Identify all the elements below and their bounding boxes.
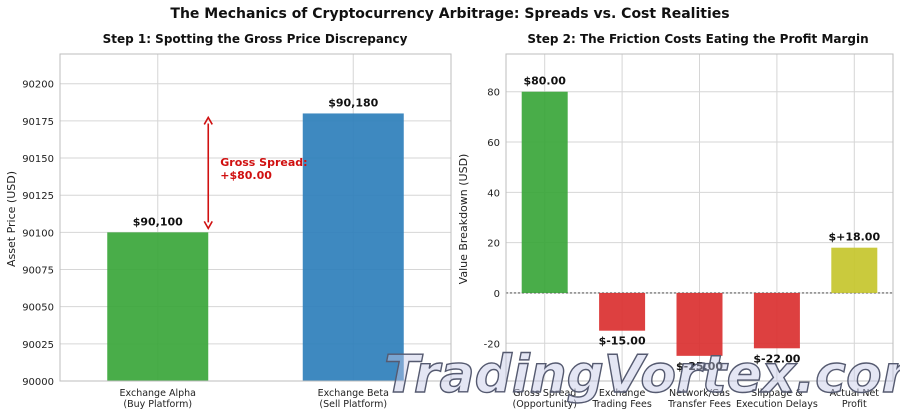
y-tick-label: -20 bbox=[484, 339, 500, 350]
data-label: $90,180 bbox=[328, 96, 378, 109]
y-tick-label: 80 bbox=[487, 88, 500, 99]
chart-2-ylabel: Value Breakdown (USD) bbox=[457, 154, 470, 285]
y-tick-label: 90000 bbox=[22, 377, 54, 388]
y-tick-label: 90100 bbox=[22, 228, 54, 239]
y-tick-label: 0 bbox=[494, 289, 500, 300]
y-tick-label: 90150 bbox=[22, 154, 54, 165]
x-tick-label: Network/Gas Transfer Fees bbox=[667, 388, 731, 410]
bar bbox=[302, 113, 404, 382]
chart-2-title: Step 2: The Friction Costs Eating the Pr… bbox=[527, 32, 868, 46]
y-tick-label: 90075 bbox=[22, 266, 54, 277]
data-label: $+18.00 bbox=[828, 231, 880, 244]
y-tick-label: 60 bbox=[487, 138, 500, 149]
x-tick-label: Gross Spread (Opportunity) bbox=[512, 388, 576, 410]
chart-2-friction-costs: Step 2: The Friction Costs Eating the Pr… bbox=[457, 32, 894, 410]
x-tick-label: Exchange Trading Fees bbox=[591, 388, 652, 410]
x-tick-label: Exchange Alpha (Buy Platform) bbox=[120, 388, 196, 410]
axes-frame bbox=[59, 53, 452, 382]
axes-frame bbox=[505, 53, 894, 382]
bar bbox=[676, 292, 723, 356]
y-tick-label: 90125 bbox=[22, 191, 54, 202]
bar bbox=[107, 232, 209, 381]
data-label: $-15.00 bbox=[599, 335, 646, 348]
figure-title: The Mechanics of Cryptocurrency Arbitrag… bbox=[170, 6, 729, 22]
y-tick-label: 90025 bbox=[22, 340, 54, 351]
y-tick-label: 20 bbox=[487, 239, 500, 250]
spread-annotation: Gross Spread: +$80.00 bbox=[220, 156, 307, 182]
data-label: $80.00 bbox=[523, 75, 566, 88]
data-label: $90,100 bbox=[133, 215, 183, 228]
data-label: $-22.00 bbox=[753, 352, 800, 365]
spread-arrow-head-up bbox=[203, 115, 213, 125]
y-tick-label: 90175 bbox=[22, 117, 54, 128]
chart-1-title: Step 1: Spotting the Gross Price Discrep… bbox=[103, 32, 408, 46]
data-label: $-25.00 bbox=[676, 360, 723, 373]
y-tick-label: 90200 bbox=[22, 80, 54, 91]
bar bbox=[599, 292, 646, 331]
chart-1-price-discrepancy: Step 1: Spotting the Gross Price Discrep… bbox=[5, 32, 452, 410]
y-tick-label: 90050 bbox=[22, 303, 54, 314]
y-tick-label: 40 bbox=[487, 188, 500, 199]
bar bbox=[831, 247, 878, 293]
chart-1-ylabel: Asset Price (USD) bbox=[5, 171, 18, 267]
x-tick-label: Slippage & Execution Delays bbox=[736, 388, 818, 410]
x-tick-label: Exchange Beta (Sell Platform) bbox=[318, 388, 389, 410]
bar bbox=[753, 292, 800, 349]
spread-arrow-head-down bbox=[203, 220, 213, 230]
watermark-logo: TradingVortex.com bbox=[384, 345, 900, 405]
bar bbox=[521, 91, 568, 293]
x-tick-label: Actual Net Profit bbox=[830, 388, 880, 410]
